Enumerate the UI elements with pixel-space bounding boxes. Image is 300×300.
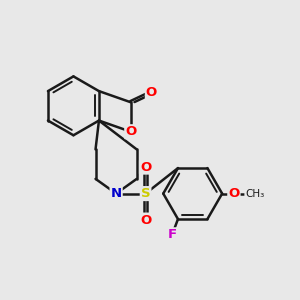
Text: CH₃: CH₃: [245, 189, 264, 199]
Text: N: N: [111, 187, 122, 200]
Text: O: O: [140, 160, 151, 174]
Text: O: O: [125, 125, 136, 138]
Text: O: O: [146, 86, 157, 99]
Text: F: F: [167, 228, 177, 241]
Text: O: O: [228, 187, 239, 200]
Text: O: O: [140, 214, 151, 226]
Text: S: S: [141, 187, 150, 200]
